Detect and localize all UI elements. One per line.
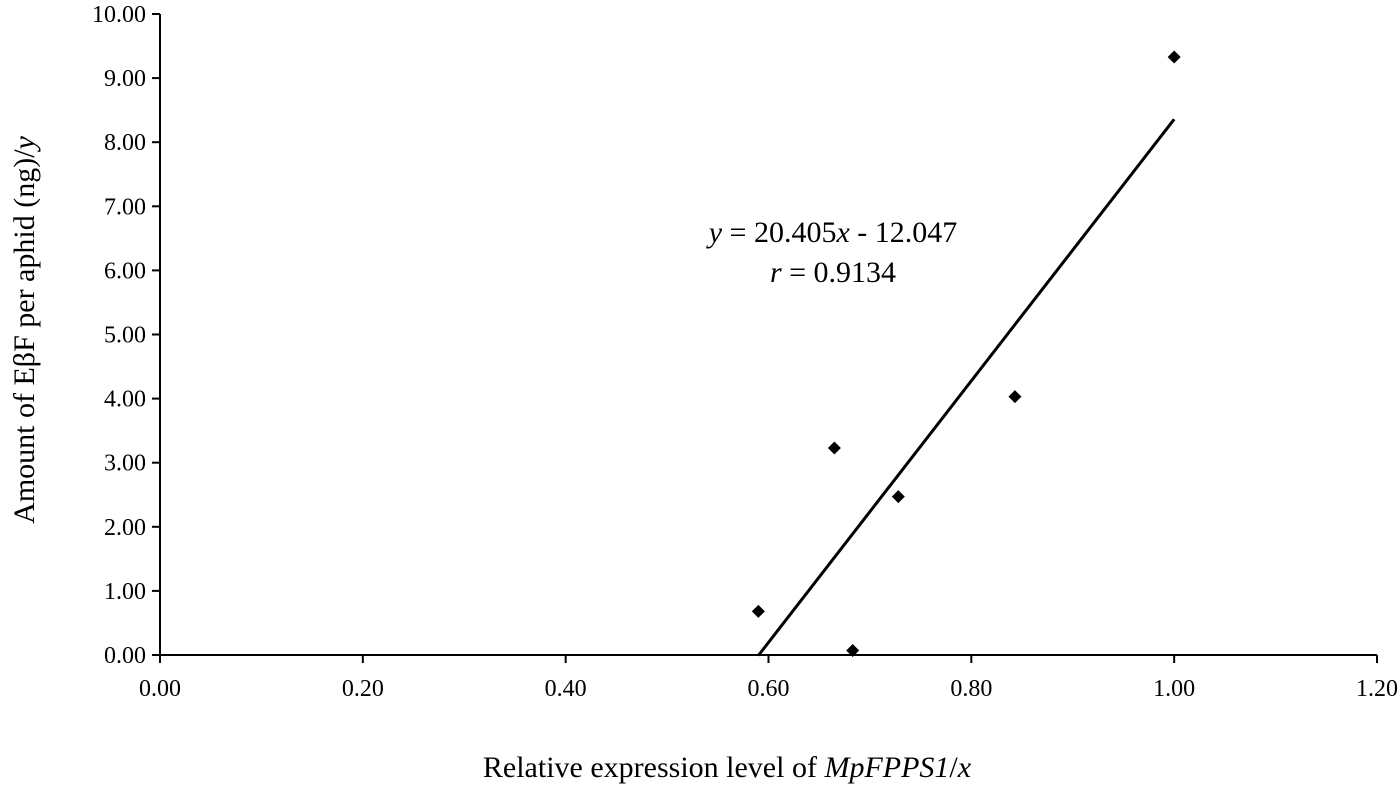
text-part: MpFPPS1: [823, 751, 949, 784]
y-tick-label: 5.00: [104, 323, 146, 349]
data-point-diamond: [846, 644, 860, 658]
x-tick-label: 0.40: [545, 676, 587, 702]
y-tick-label: 6.00: [104, 258, 146, 284]
text-part: x: [835, 216, 850, 249]
equation-annotation: y = 20.405x - 12.047: [706, 216, 958, 249]
y-tick-label: 1.00: [104, 579, 146, 605]
r-annotation: r = 0.9134: [770, 256, 896, 289]
y-tick-label: 8.00: [104, 130, 146, 156]
trendline: [757, 118, 1176, 657]
y-tick-label: 2.00: [104, 515, 146, 541]
y-tick-label: 9.00: [104, 66, 146, 92]
x-tick-label: 0.00: [139, 676, 181, 702]
x-tick-label: 0.60: [748, 676, 790, 702]
y-axis-ticks: 0.00 1.00 2.00 3.00 4.00 5.00 6.00 7.00 8.00 9.00…: [92, 2, 160, 669]
data-points: [751, 50, 1181, 658]
data-point-diamond: [1008, 390, 1022, 404]
y-axis-title: Amount of EβF per aphid (ng)/y: [8, 135, 41, 523]
x-axis-ticks: 0.00 0.20 0.40 0.60 0.80 1.00 1.20: [139, 655, 1398, 702]
text-part: Relative expression level of: [483, 751, 825, 784]
x-tick-label: 0.20: [342, 676, 384, 702]
text-part: y: [706, 216, 723, 249]
x-axis-title: Relative expression level of MpFPPS1/x: [483, 751, 972, 784]
x-tick-label: 1.20: [1356, 676, 1398, 702]
data-point-diamond: [1167, 50, 1181, 64]
text-part: y: [8, 135, 41, 152]
text-part: - 12.047: [850, 216, 958, 249]
y-tick-label: 0.00: [104, 643, 146, 669]
data-point-diamond: [827, 441, 841, 455]
x-tick-label: 1.00: [1153, 676, 1195, 702]
text-part: /: [949, 751, 958, 784]
text-part: = 20.405: [722, 216, 836, 249]
y-tick-label: 4.00: [104, 387, 146, 413]
data-point-diamond: [751, 604, 765, 618]
text-part: = 0.9134: [782, 256, 896, 289]
y-tick-label: 10.00: [92, 2, 146, 28]
text-part: x: [957, 751, 972, 784]
data-point-diamond: [891, 490, 905, 504]
x-tick-label: 0.80: [950, 676, 992, 702]
text-part: Amount of EβF per aphid (ng)/: [8, 149, 41, 524]
y-tick-label: 7.00: [104, 194, 146, 220]
text-part: r: [770, 256, 782, 289]
y-tick-label: 3.00: [104, 451, 146, 477]
